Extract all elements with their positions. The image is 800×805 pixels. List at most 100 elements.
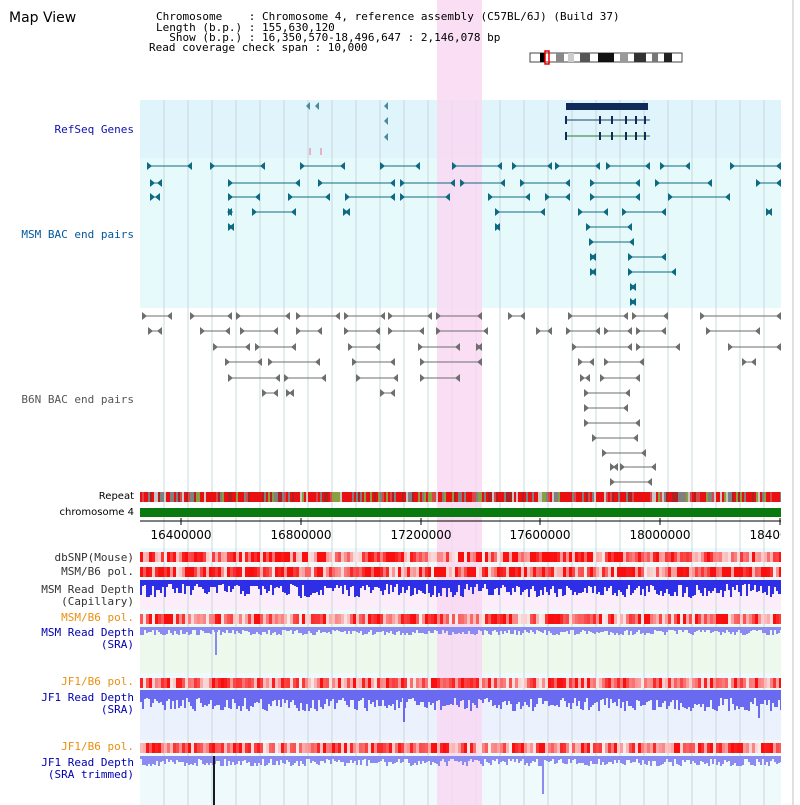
- dbsnp-cell: [671, 552, 674, 562]
- bac-end: [592, 434, 597, 442]
- msm-pol-cell: [773, 614, 776, 624]
- msm-pol-cell: [149, 614, 152, 624]
- msm-capillary-depth-bar: [410, 580, 412, 596]
- jf1-pol-cell: [140, 743, 143, 753]
- jf1-trimmed-depth-bar: [202, 756, 204, 764]
- msm-capillary-depth-bar: [270, 580, 272, 585]
- msm-capillary-depth-bar: [352, 580, 354, 586]
- msm-sra-depth-bar: [488, 627, 490, 634]
- jf1-sra-depth-bar: [686, 690, 688, 709]
- msm-sra-depth-bar: [158, 627, 160, 632]
- repeat-cell: [322, 492, 324, 502]
- msm-pol-cell: [263, 567, 266, 577]
- repeat-cell: [658, 492, 660, 502]
- jf1-sra-depth-bar: [498, 690, 500, 705]
- repeat-cell: [644, 492, 646, 502]
- dbsnp-cell: [752, 552, 755, 562]
- jf1-sra-depth-bar: [770, 690, 772, 711]
- msm-capillary-depth-bar: [536, 580, 538, 597]
- jf1-pol-cell: [434, 743, 437, 753]
- track-label-refseq[interactable]: RefSeq Genes: [54, 123, 134, 136]
- msm-capillary-depth-bar: [182, 580, 184, 584]
- bac-end: [751, 358, 756, 366]
- msm-pol-cell: [335, 614, 338, 624]
- bac-end: [257, 358, 262, 366]
- jf1-sra-depth-bar: [486, 690, 488, 698]
- msm-capillary-depth-bar: [296, 580, 298, 587]
- jf1-trimmed-depth-bar: [546, 756, 548, 761]
- dbsnp-cell: [488, 552, 491, 562]
- msm-capillary-depth-bar: [318, 580, 320, 595]
- msm-pol-cell: [587, 567, 590, 577]
- track-label-msm-bac[interactable]: MSM BAC end pairs: [21, 228, 134, 241]
- msm-sra-depth-bar: [160, 627, 162, 634]
- bac-end: [627, 343, 632, 351]
- bac-end: [547, 162, 552, 170]
- jf1-sra-depth-bar: [526, 690, 528, 705]
- msm-capillary-depth-bar: [238, 580, 240, 586]
- jf1-sra-depth-bar: [542, 690, 544, 704]
- repeat-cell: [610, 492, 612, 502]
- msm-capillary-depth-bar: [400, 580, 402, 593]
- jf1-trimmed-depth-bar: [638, 756, 640, 763]
- msm-capillary-depth-bar: [310, 580, 312, 595]
- jf1-trimmed-depth-bar: [640, 756, 642, 765]
- msm-sra-depth-bar: [510, 627, 512, 634]
- jf1-sra-depth-bar: [278, 690, 280, 700]
- jf1-sra-depth-bar: [262, 690, 264, 709]
- msm-pol-cell: [629, 567, 632, 577]
- jf1-trimmed-depth-bar: [288, 756, 290, 762]
- dbsnp-cell: [731, 552, 734, 562]
- msm-pol-cell: [710, 614, 713, 624]
- jf1-pol-cell: [371, 678, 374, 688]
- jf1-pol-cell: [215, 743, 218, 753]
- msm-capillary-depth-bar: [298, 580, 300, 596]
- bac-end: [210, 162, 215, 170]
- msm-sra-depth-bar: [220, 627, 222, 635]
- msm-pol-cell: [539, 614, 542, 624]
- jf1-trimmed-depth-bar: [552, 756, 554, 759]
- track-label-b6n-bac[interactable]: B6N BAC end pairs: [21, 393, 134, 406]
- jf1-sra-depth-bar: [364, 690, 366, 708]
- jf1-pol-cell: [248, 743, 251, 753]
- jf1-sra-depth-bar: [566, 690, 568, 707]
- jf1-sra-depth-bar: [164, 690, 166, 710]
- msm-sra-depth-bar: [570, 627, 572, 630]
- jf1-pol-cell: [560, 678, 563, 688]
- repeat-cell: [758, 492, 760, 502]
- jf1-sra-depth-bar: [322, 690, 324, 709]
- jf1-pol-cell: [551, 743, 554, 753]
- jf1-trimmed-depth-bar: [524, 756, 526, 765]
- msm-pol-cell: [374, 614, 377, 624]
- msm-pol-cell: [194, 614, 197, 624]
- msm-pol-cell: [437, 567, 440, 577]
- msm-pol-cell: [497, 614, 500, 624]
- msm-capillary-depth-bar: [282, 580, 284, 592]
- msm-sra-depth-bar: [170, 627, 172, 633]
- repeat-cell: [548, 492, 550, 502]
- jf1-sra-depth-bar: [694, 690, 696, 704]
- repeat-cell: [480, 492, 482, 502]
- msm-capillary-depth-bar: [158, 580, 160, 590]
- msm-pol-cell: [380, 614, 383, 624]
- repeat-cell: [352, 492, 354, 502]
- repeat-cell: [712, 492, 714, 502]
- bac-end: [632, 312, 637, 320]
- msm-capillary-depth-bar: [768, 580, 770, 586]
- msm-capillary-depth-bar: [436, 580, 438, 597]
- msm-capillary-depth-bar: [548, 580, 550, 595]
- jf1-pol-cell: [302, 678, 305, 688]
- jf1-pol-cell: [743, 743, 746, 753]
- msm-pol-cell: [653, 614, 656, 624]
- msm-sra-depth-bar: [662, 627, 664, 632]
- msm-sra-depth-bar: [588, 627, 590, 631]
- repeat-cell: [304, 492, 306, 502]
- msm-sra-depth-bar: [546, 627, 548, 635]
- msm-capillary-depth-bar: [674, 580, 676, 592]
- bac-end: [595, 162, 600, 170]
- jf1-sra-depth-bar: [632, 690, 634, 708]
- msm-capillary-depth-bar: [722, 580, 724, 597]
- msm-sra-depth-bar: [422, 627, 424, 633]
- jf1-pol-cell: [617, 678, 620, 688]
